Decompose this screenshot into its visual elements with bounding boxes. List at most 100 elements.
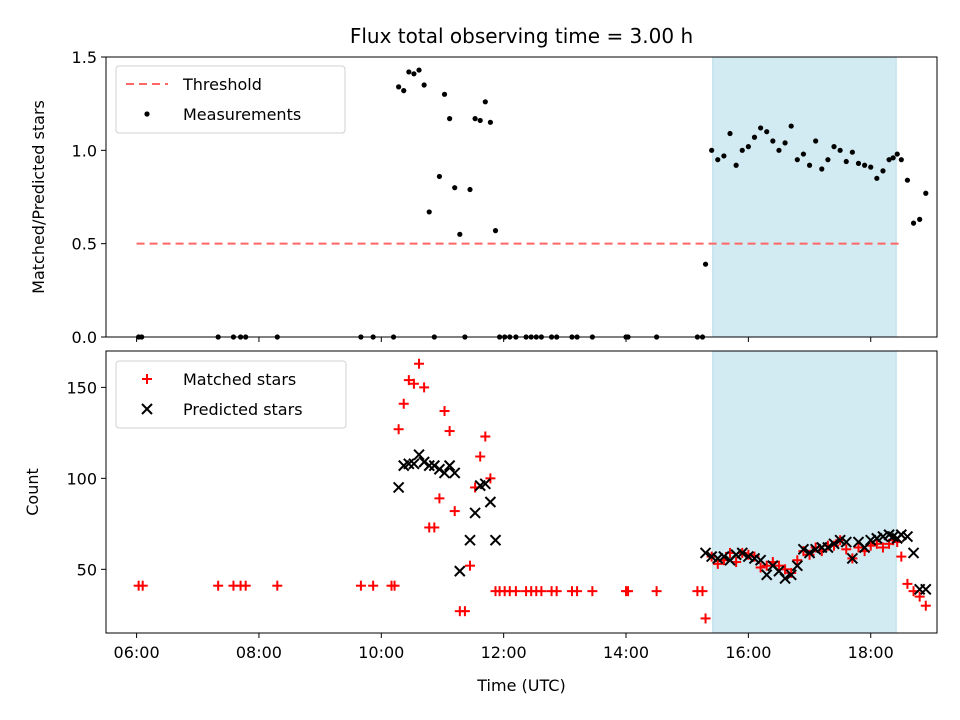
predicted-star-point [418,456,430,468]
cross-b [742,550,755,563]
measurement-point [894,151,900,157]
bottom-y-ticks: 50 100 150 [66,378,106,579]
measurement-point [794,157,800,163]
measurement-point [910,220,917,226]
cross-b [803,547,816,559]
matched-star-point [414,358,425,369]
x-tick-label: 14:00 [603,643,649,662]
cross-b [761,569,773,581]
measurement-point [745,144,751,150]
predicted-star-point [454,565,466,577]
cross-b [413,448,425,461]
matched-star-point [398,398,409,409]
measurement-point [727,130,733,137]
cross-b [141,403,153,415]
matched-star-point [587,586,598,597]
bottom-y-axis-label: Count [23,468,42,516]
cross-b [840,536,852,548]
cross-b [797,543,810,556]
predicted-star-point [489,534,502,546]
matched-star-point [902,578,913,589]
bottom-legend: Matched stars Predicted stars [115,360,347,429]
cross-b [887,530,899,543]
matched-star-point [272,580,283,591]
predicted-star-point [920,583,932,596]
matched-star-point [408,378,419,389]
measurement-point [886,157,892,163]
measurement-point [788,123,794,129]
measurement-point [923,190,929,196]
measurement-point [467,186,473,193]
measurement-point [396,84,402,90]
matched-star-point [700,613,711,624]
measurement-point [416,67,422,73]
x-tick-label: 16:00 [725,643,771,662]
predicted-star-point [822,541,834,554]
predicted-star-point [443,459,456,472]
top-y-ticks: 0.0 0.5 1.0 1.5 [72,48,106,347]
measurement-point [452,185,458,191]
matched-star-point [551,586,562,597]
measurement-point [401,88,407,94]
measurement-point [487,119,494,125]
cross-b [428,459,441,472]
predicted-star-point [438,467,451,479]
top-axes-frame [105,56,938,338]
measurement-point [441,91,448,97]
predicted-star-point [736,547,748,559]
y-tick-label: 50 [77,560,97,579]
cross-b [718,550,730,563]
matched-star-point [449,506,460,517]
ratio-panel: 0.0 0.5 1.0 1.5 Flux total observing time =… [29,24,938,347]
predicted-star-point [761,569,773,581]
predicted-star-point [469,507,481,519]
measurement-point [477,117,483,124]
cross-b [449,467,461,479]
measurement-point [849,149,855,155]
matched-star-point [480,431,491,442]
measurement-point [800,151,807,157]
matched-star-point [773,560,784,571]
observing-window-shade-bottom [712,350,897,634]
top-x-ticks [136,337,872,342]
cross-b [779,572,791,585]
measurement-point [862,162,868,168]
legend-predicted-swatch [141,403,153,415]
bottom-x-ticks: 06:00 08:00 10:00 12:00 14:00 16:00 18:00 [114,633,894,662]
matched-star-point [896,551,907,562]
predicted-star-point [449,467,461,479]
measurement-point [739,147,745,153]
predicted-star-point [803,547,816,559]
cross-b [846,552,859,565]
y-tick-label: 1.0 [72,141,97,160]
matched-stars-points [133,358,931,624]
cross-b [852,536,865,548]
cross-b [895,529,908,541]
predicted-star-point [699,547,712,559]
measurement-point [855,160,862,166]
measurement-point [898,157,904,163]
predicted-star-point [464,534,476,546]
matched-star-point [572,586,583,597]
top-legend: Threshold Measurements [115,65,346,134]
measurement-point [806,162,813,168]
predicted-star-point [408,458,420,470]
cross-b [736,547,748,559]
y-tick-label: 100 [66,469,97,488]
measurement-point [904,177,911,183]
measurement-point [406,69,412,75]
predicted-star-point [479,478,492,490]
measurement-point [776,147,782,153]
cross-b [454,565,466,577]
predicted-star-point [846,552,859,565]
x-tick-label: 10:00 [358,643,404,662]
measurement-point [917,216,923,222]
matched-star-point [914,591,925,602]
matched-star-point [459,606,470,617]
cross-b [418,456,430,468]
matched-star-point [439,406,450,417]
cross-b [408,458,420,470]
measurement-point [782,140,788,146]
matched-star-point [920,600,931,611]
